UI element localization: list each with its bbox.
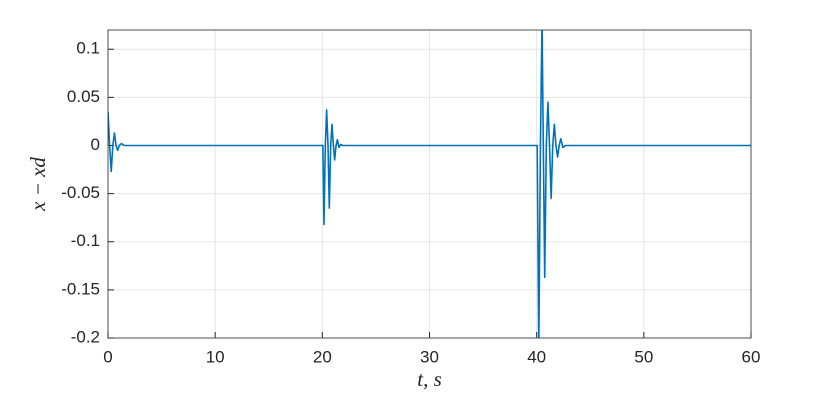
x-tick-label: 10	[206, 347, 225, 366]
line	[108, 30, 751, 338]
y-tick-label: -0.05	[61, 183, 100, 202]
y-tick-label: 0.05	[67, 87, 100, 106]
y-tick-label: 0.1	[76, 39, 100, 58]
axes-box	[107, 29, 752, 339]
y-tick-label: 0	[91, 135, 100, 154]
x-tick-label: 50	[634, 347, 653, 366]
x-tick-label: 40	[527, 347, 546, 366]
x-tick-label: 20	[313, 347, 332, 366]
y-tick-label: -0.15	[61, 279, 100, 298]
x-tick-label: 60	[742, 347, 761, 366]
y-tick-label: -0.2	[71, 327, 100, 346]
y-axis-label: x − xd	[26, 157, 50, 212]
x-axis-label: t, s	[417, 367, 442, 391]
x-tick-label: 0	[103, 347, 112, 366]
x-tick-label: 30	[420, 347, 439, 366]
y-tick-label: -0.1	[71, 231, 100, 250]
